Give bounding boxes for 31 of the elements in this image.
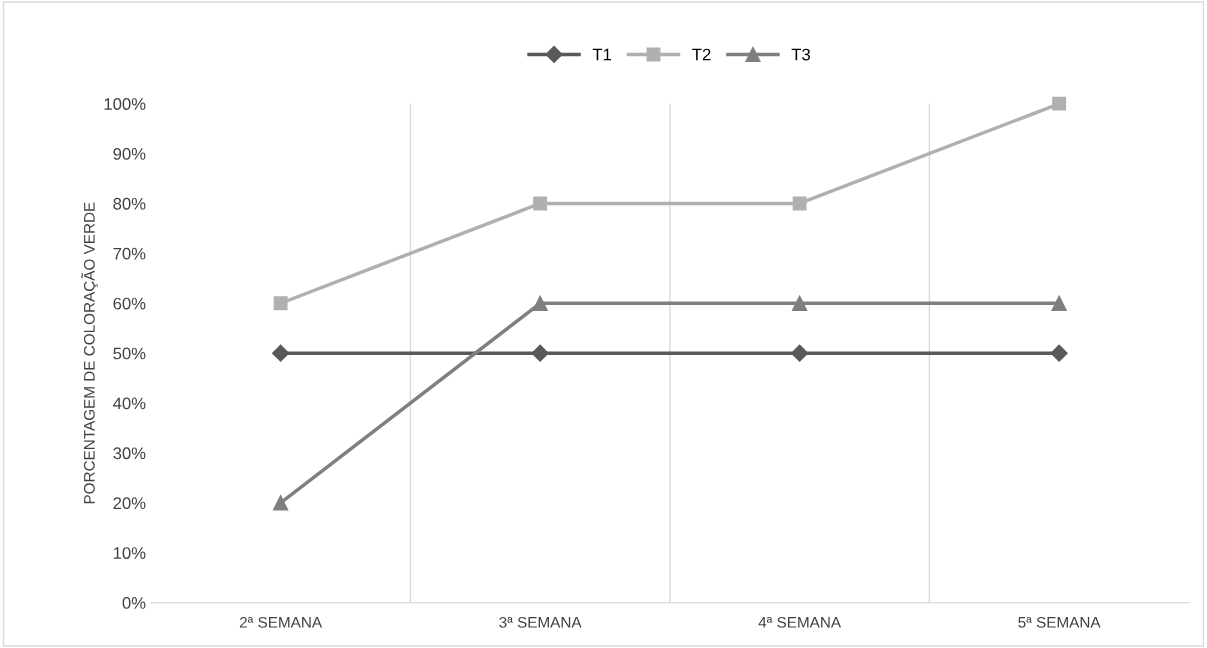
y-tick-label: 80% — [113, 197, 146, 210]
y-tick-label: 50% — [113, 347, 146, 360]
y-tick-label: 0% — [122, 597, 146, 609]
legend-label: T2 — [692, 48, 711, 61]
y-tick-label: 90% — [113, 147, 146, 160]
point — [533, 196, 548, 211]
point — [272, 344, 290, 362]
point — [791, 295, 808, 311]
y-tick-label: 100% — [104, 98, 146, 110]
y-tick-label: 40% — [113, 397, 146, 410]
point — [532, 295, 548, 311]
y-tick-label: 30% — [113, 447, 146, 460]
x-tick-label: 4ª SEMANA — [758, 616, 842, 628]
legend-label: T3 — [791, 48, 810, 61]
y-tick-label: 60% — [113, 297, 146, 310]
y-tick-label: 10% — [113, 547, 146, 559]
x-tick-label: 5ª SEMANA — [1018, 616, 1101, 628]
point — [272, 495, 289, 511]
point — [1052, 96, 1067, 111]
point — [1050, 344, 1068, 362]
point — [531, 344, 549, 362]
point — [791, 344, 809, 362]
point — [273, 296, 288, 311]
point — [1051, 295, 1067, 311]
y-axis-title: PORCENTAGEM DE COLORAÇÃO VERDE — [81, 202, 98, 504]
y-tick-label: 20% — [113, 497, 146, 510]
x-tick-label: 2ª SEMANA — [239, 616, 323, 628]
legend-label: T1 — [592, 48, 612, 61]
x-tick-label: 3ª SEMANA — [499, 616, 582, 628]
point — [792, 196, 807, 211]
y-tick-label: 70% — [113, 247, 146, 260]
